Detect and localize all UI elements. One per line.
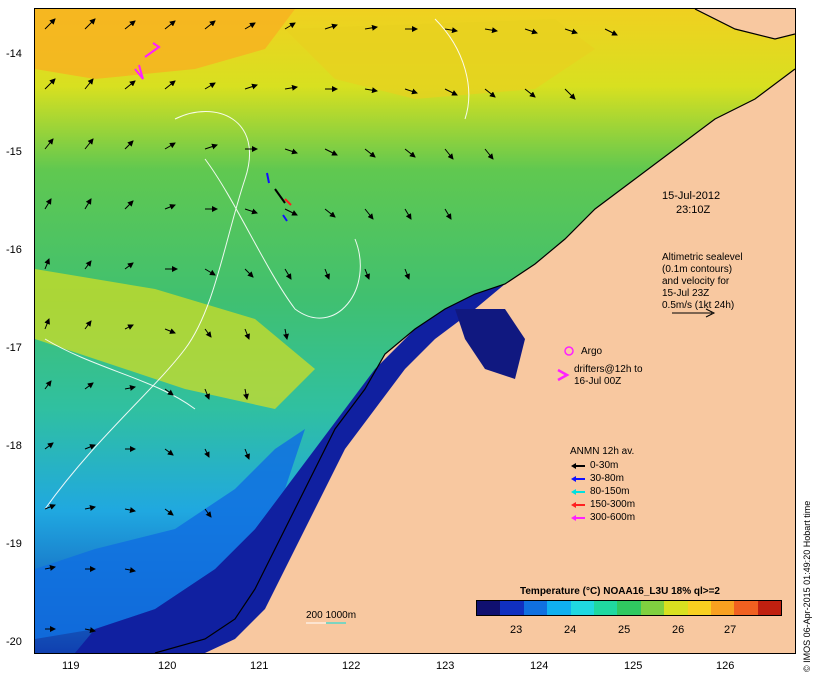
ocean-area bbox=[35, 9, 795, 653]
anmn-legend: ANMN 12h av. 0-30m 30-80m 80-150m 150-30… bbox=[570, 446, 635, 524]
lat-tick: -18 bbox=[6, 440, 22, 452]
yellow-band-west bbox=[35, 269, 315, 409]
anmn-legend-item: 0-30m bbox=[570, 459, 635, 472]
lon-tick: 122 bbox=[342, 660, 361, 672]
warm-patch-north bbox=[35, 9, 295, 79]
colorbar-tick: 25 bbox=[618, 624, 631, 636]
sealevel-contours bbox=[44, 18, 470, 510]
anmn-legend-item: 80-150m bbox=[570, 485, 635, 498]
drifter-track bbox=[134, 42, 161, 80]
colorbar-title: Temperature (°C) NOAA16_L3U 18% ql>=2 bbox=[520, 586, 720, 597]
lon-tick: 125 bbox=[624, 660, 643, 672]
gulf-inlet bbox=[455, 309, 525, 379]
colorbar-tick: 27 bbox=[724, 624, 737, 636]
colorbar-tick: 24 bbox=[564, 624, 577, 636]
lat-tick: -16 bbox=[6, 244, 22, 256]
lat-tick: -19 bbox=[6, 538, 22, 550]
anmn-moorings bbox=[266, 172, 292, 222]
lat-tick: -17 bbox=[6, 342, 22, 354]
lon-tick: 123 bbox=[436, 660, 455, 672]
velocity-arrows bbox=[44, 18, 618, 633]
blue-band bbox=[35, 429, 305, 639]
drifter-marker-icon bbox=[557, 368, 570, 382]
lon-tick: 120 bbox=[158, 660, 177, 672]
sst-map bbox=[35, 9, 795, 653]
lon-tick: 119 bbox=[62, 660, 80, 672]
time-label: 23:10Z bbox=[676, 204, 711, 216]
anmn-legend-title: ANMN 12h av. bbox=[570, 446, 635, 457]
date-label: 15-Jul-2012 bbox=[662, 190, 721, 202]
lon-tick: 126 bbox=[716, 660, 735, 672]
warm-patch-mid bbox=[285, 19, 595, 99]
velocity-scale-arrow bbox=[672, 308, 716, 318]
anmn-legend-item: 300-600m bbox=[570, 511, 635, 524]
lat-tick: -14 bbox=[6, 48, 22, 60]
bathymetry-label: 200 1000m bbox=[306, 610, 357, 621]
argo-label: Argo bbox=[581, 346, 603, 357]
anmn-legend-item: 30-80m bbox=[570, 472, 635, 485]
lat-tick: -15 bbox=[6, 146, 22, 158]
altimetry-note: Altimetric sealevel (0.1m contours) and … bbox=[662, 252, 743, 311]
bathymetry-lines bbox=[306, 622, 346, 624]
anmn-legend-item: 150-300m bbox=[570, 498, 635, 511]
colorbar-tick: 23 bbox=[510, 624, 523, 636]
lon-tick: 121 bbox=[250, 660, 269, 672]
lat-tick: -20 bbox=[6, 636, 22, 648]
drifters-note: drifters@12h to 16-Jul 00Z bbox=[574, 364, 643, 387]
map-frame bbox=[34, 8, 796, 654]
cold-coastal-band bbox=[75, 284, 505, 653]
colorbar bbox=[476, 600, 782, 616]
argo-marker-icon bbox=[564, 346, 574, 356]
colorbar-tick: 26 bbox=[672, 624, 685, 636]
lon-tick: 124 bbox=[530, 660, 549, 672]
imos-credit: © IMOS 06-Apr-2015 01:49:20 Hobart time bbox=[802, 500, 812, 672]
coastline bbox=[154, 9, 795, 653]
